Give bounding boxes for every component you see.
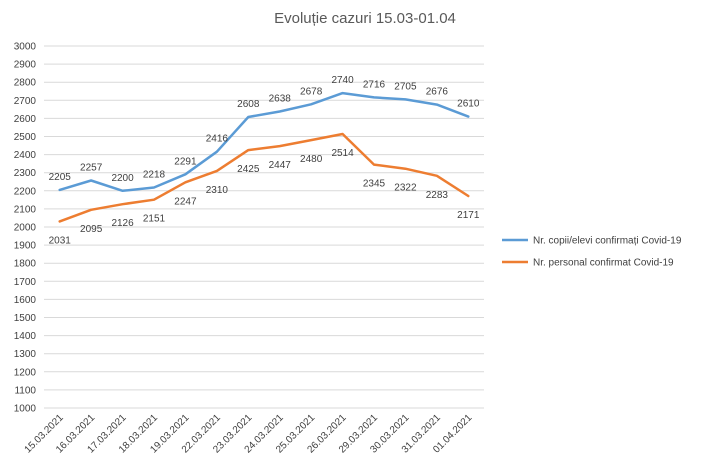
data-label: 2608 xyxy=(237,99,260,110)
data-label: 2095 xyxy=(80,224,103,235)
data-label: 2610 xyxy=(457,99,480,110)
y-tick-label: 2200 xyxy=(14,186,37,197)
y-axis-ticks: 1000 1100 1200 1300 1400 1500 1600 1700 1800 1900… xyxy=(14,42,37,415)
data-label: 2310 xyxy=(206,185,229,196)
data-label: 2257 xyxy=(80,162,103,173)
data-label: 2740 xyxy=(331,75,354,86)
data-label: 2716 xyxy=(363,79,386,90)
y-tick-label: 1100 xyxy=(14,385,36,396)
data-label: 2425 xyxy=(237,164,260,175)
data-label: 2151 xyxy=(143,214,166,225)
y-tick-label: 1800 xyxy=(14,259,37,270)
legend-label: Nr. personal confirmat Covid-19 xyxy=(533,258,674,269)
data-label: 2126 xyxy=(111,218,134,229)
data-label: 2218 xyxy=(143,170,166,181)
y-tick-label: 1200 xyxy=(14,367,37,378)
data-label: 2031 xyxy=(49,235,72,246)
y-tick-label: 1600 xyxy=(14,295,37,306)
y-tick-label: 2300 xyxy=(14,168,37,179)
y-tick-label: 2900 xyxy=(14,60,37,71)
data-label: 2200 xyxy=(111,173,134,184)
data-label: 2291 xyxy=(174,156,197,167)
y-tick-label: 2800 xyxy=(14,78,37,89)
y-tick-label: 2700 xyxy=(14,96,37,107)
series-line-1 xyxy=(58,91,470,193)
y-tick-label: 3000 xyxy=(14,42,37,53)
y-tick-label: 1400 xyxy=(14,331,37,342)
data-label: 2283 xyxy=(426,190,449,201)
y-tick-label: 2600 xyxy=(14,114,37,125)
data-label: 2705 xyxy=(394,81,417,92)
legend: Nr. copii/elevi confirmați Covid-19 Nr. p… xyxy=(502,236,682,269)
y-tick-label: 1000 xyxy=(14,404,37,415)
y-tick-label: 2500 xyxy=(14,132,37,143)
series-lines xyxy=(58,91,470,223)
y-tick-label: 1900 xyxy=(14,241,37,252)
y-tick-label: 2400 xyxy=(14,150,37,161)
data-label: 2171 xyxy=(457,210,480,221)
data-label: 2345 xyxy=(363,179,386,190)
data-label: 2678 xyxy=(300,86,323,97)
y-tick-label: 2100 xyxy=(14,204,37,215)
data-label: 2205 xyxy=(49,172,72,183)
data-label: 2247 xyxy=(174,196,197,207)
chart-title: Evoluție cazuri 15.03-01.04 xyxy=(274,10,456,27)
data-label: 2480 xyxy=(300,154,323,165)
data-label: 2447 xyxy=(269,160,292,171)
data-label: 2416 xyxy=(206,134,229,145)
legend-label: Nr. copii/elevi confirmați Covid-19 xyxy=(533,236,682,247)
series-line-2 xyxy=(58,132,470,223)
y-tick-label: 1700 xyxy=(14,277,37,288)
grid-lines xyxy=(44,45,484,409)
data-label: 2638 xyxy=(269,94,292,105)
x-axis-ticks: 15.03.202116.03.202117.03.202118.03.2021… xyxy=(23,412,475,455)
data-label: 2676 xyxy=(426,87,449,98)
data-label: 2514 xyxy=(331,148,354,159)
data-label: 2322 xyxy=(394,183,417,194)
y-tick-label: 1500 xyxy=(14,313,37,324)
y-tick-label: 2000 xyxy=(14,223,37,234)
y-tick-label: 1300 xyxy=(14,349,37,360)
data-labels: 2205 2257 2200 2218 2291 2416 2608 2638 2678 2740… xyxy=(49,75,480,246)
